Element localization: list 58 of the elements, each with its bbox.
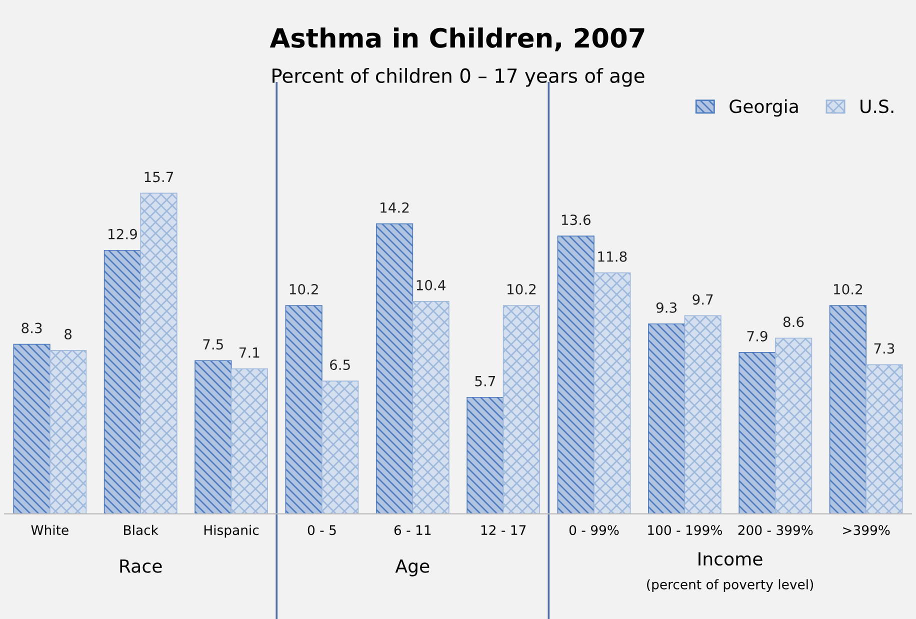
data-label: 10.2 bbox=[834, 284, 862, 294]
data-label: 8 bbox=[64, 328, 72, 340]
data-label: 5.7 bbox=[475, 376, 496, 386]
data-label: 7.1 bbox=[240, 347, 260, 358]
text: Income bbox=[698, 552, 762, 566]
bar bbox=[684, 315, 722, 514]
bar bbox=[594, 272, 631, 514]
bar bbox=[230, 368, 268, 514]
data-label: 11.8 bbox=[598, 251, 627, 262]
x-tick-label: >399% bbox=[843, 525, 890, 536]
bar bbox=[194, 360, 232, 514]
data-label: 9.3 bbox=[656, 302, 677, 313]
bar bbox=[13, 344, 50, 514]
data-label: 12.9 bbox=[108, 228, 137, 240]
legend-label: Georgia bbox=[730, 99, 798, 117]
bar bbox=[466, 396, 504, 514]
data-label: 10.2 bbox=[290, 284, 318, 294]
legend-label: U.S. bbox=[860, 100, 894, 114]
bar bbox=[285, 305, 322, 514]
x-tick-label: Black bbox=[124, 524, 158, 536]
bar bbox=[140, 192, 178, 514]
data-label: 10.2 bbox=[508, 284, 536, 294]
x-tick-label: 12 - 17 bbox=[481, 525, 526, 535]
data-label: 6.5 bbox=[330, 360, 350, 370]
data-label: 13.6 bbox=[562, 214, 590, 226]
bar bbox=[829, 305, 866, 514]
data-label: 7.5 bbox=[203, 339, 223, 350]
bar bbox=[557, 236, 594, 514]
bar bbox=[866, 364, 903, 514]
x-tick-label: 0 - 99% bbox=[569, 525, 619, 536]
bar bbox=[648, 323, 686, 514]
x-tick-label: White bbox=[31, 524, 68, 536]
bar bbox=[104, 250, 142, 514]
x-tick-label: 0 - 5 bbox=[308, 525, 336, 536]
bar bbox=[50, 350, 87, 514]
data-label: 10.4 bbox=[416, 280, 446, 290]
x-tick-label: 100 - 199% bbox=[648, 525, 722, 536]
text: (percent of poverty level) bbox=[647, 579, 814, 592]
data-label: 8.6 bbox=[783, 316, 804, 328]
data-label: 15.7 bbox=[144, 172, 174, 182]
x-tick-label: 6 - 11 bbox=[394, 525, 431, 536]
chart-title: Asthma in Children, 2007 bbox=[270, 27, 644, 52]
bar bbox=[376, 223, 414, 514]
data-label: 8.3 bbox=[22, 322, 42, 334]
x-tick-label: 200 - 399% bbox=[738, 525, 813, 536]
bar bbox=[738, 352, 776, 514]
data-label: 7.9 bbox=[747, 330, 768, 342]
chart-subtitle: Percent of children 0 – 17 years of age bbox=[272, 68, 644, 87]
text: Age bbox=[395, 559, 430, 576]
text: Race bbox=[120, 559, 162, 573]
bar bbox=[774, 338, 812, 514]
data-label: 7.3 bbox=[874, 343, 894, 354]
bar bbox=[502, 305, 540, 514]
x-tick-label: Hispanic bbox=[204, 524, 259, 538]
data-label: 14.2 bbox=[380, 202, 409, 213]
data-label: 9.7 bbox=[692, 294, 713, 305]
bar bbox=[322, 380, 359, 514]
bar bbox=[412, 301, 450, 514]
